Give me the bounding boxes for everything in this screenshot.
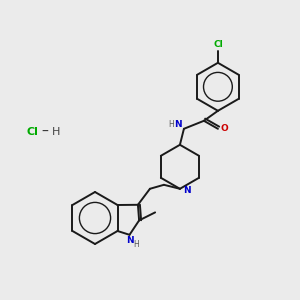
Text: O: O bbox=[220, 124, 228, 133]
Text: H: H bbox=[134, 240, 140, 249]
Text: –: – bbox=[42, 125, 48, 139]
Text: H: H bbox=[52, 127, 60, 137]
Text: N: N bbox=[174, 120, 182, 129]
Text: N: N bbox=[126, 236, 133, 245]
Text: Cl: Cl bbox=[26, 127, 38, 137]
Text: Cl: Cl bbox=[213, 40, 223, 49]
Text: N: N bbox=[183, 186, 191, 195]
Text: H: H bbox=[168, 120, 174, 129]
